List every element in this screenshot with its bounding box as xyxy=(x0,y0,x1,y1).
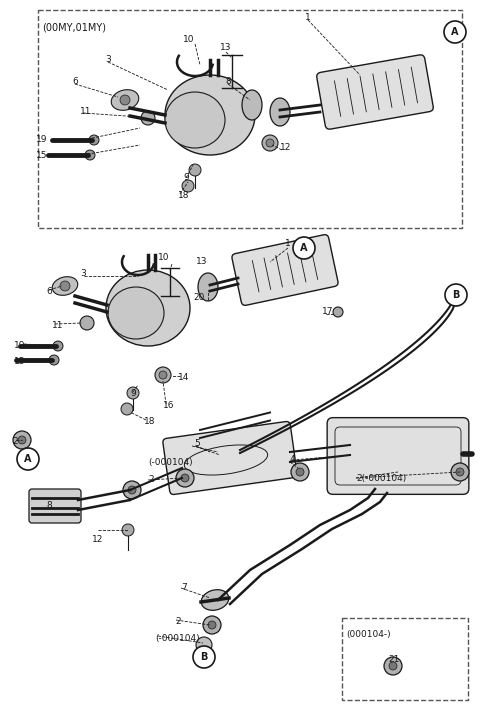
Text: 2: 2 xyxy=(12,438,18,447)
Ellipse shape xyxy=(165,75,255,155)
Circle shape xyxy=(203,616,221,634)
Ellipse shape xyxy=(165,92,225,148)
Text: (000104-): (000104-) xyxy=(346,630,391,639)
Text: 13: 13 xyxy=(196,257,207,267)
Text: (-000104): (-000104) xyxy=(148,457,192,467)
Text: 3: 3 xyxy=(105,56,111,64)
FancyBboxPatch shape xyxy=(163,421,297,494)
Circle shape xyxy=(196,637,212,653)
Text: B: B xyxy=(200,652,208,662)
Text: 3: 3 xyxy=(80,269,86,279)
Text: 15: 15 xyxy=(14,358,25,366)
Text: 9: 9 xyxy=(130,390,136,399)
Text: A: A xyxy=(24,454,32,464)
Circle shape xyxy=(293,237,315,259)
Text: 8: 8 xyxy=(225,78,231,86)
Text: 11: 11 xyxy=(80,107,92,117)
Circle shape xyxy=(60,281,70,291)
Ellipse shape xyxy=(108,287,164,339)
Text: 9: 9 xyxy=(183,173,189,182)
Text: 18: 18 xyxy=(178,192,190,201)
Text: 15: 15 xyxy=(36,151,48,160)
Circle shape xyxy=(128,486,136,494)
Ellipse shape xyxy=(270,98,290,126)
Circle shape xyxy=(193,646,215,668)
Circle shape xyxy=(49,355,59,365)
FancyBboxPatch shape xyxy=(232,235,338,305)
Circle shape xyxy=(296,468,304,476)
Circle shape xyxy=(444,21,466,43)
Text: 2: 2 xyxy=(148,476,154,484)
Ellipse shape xyxy=(201,590,229,610)
Circle shape xyxy=(291,463,309,481)
Text: 12: 12 xyxy=(280,144,291,153)
Circle shape xyxy=(451,463,469,481)
Circle shape xyxy=(17,448,39,470)
Ellipse shape xyxy=(106,270,190,346)
Text: 10: 10 xyxy=(183,35,194,45)
Ellipse shape xyxy=(111,90,139,110)
Circle shape xyxy=(18,436,26,444)
Text: 10: 10 xyxy=(158,254,169,262)
Text: 20: 20 xyxy=(193,293,204,303)
Text: (-000104): (-000104) xyxy=(155,633,200,643)
Circle shape xyxy=(122,524,134,536)
Text: 5: 5 xyxy=(194,440,200,448)
Text: 18: 18 xyxy=(144,418,156,426)
Text: 13: 13 xyxy=(220,44,231,52)
Circle shape xyxy=(445,284,467,306)
Text: 21: 21 xyxy=(388,655,399,665)
Text: 2: 2 xyxy=(175,617,180,626)
Circle shape xyxy=(389,662,397,670)
Text: 4: 4 xyxy=(290,455,296,464)
Text: (00MY,01MY): (00MY,01MY) xyxy=(42,22,106,32)
Circle shape xyxy=(121,403,133,415)
Ellipse shape xyxy=(242,90,262,120)
Text: 12: 12 xyxy=(92,535,103,544)
Text: 11: 11 xyxy=(52,322,63,330)
Text: 8: 8 xyxy=(46,501,52,510)
Text: 19: 19 xyxy=(14,341,25,351)
Ellipse shape xyxy=(52,276,78,296)
Text: 17: 17 xyxy=(322,308,334,317)
FancyBboxPatch shape xyxy=(317,55,433,129)
Circle shape xyxy=(53,341,63,351)
Text: A: A xyxy=(300,243,308,253)
Circle shape xyxy=(141,111,155,125)
Circle shape xyxy=(127,387,139,399)
Circle shape xyxy=(123,481,141,499)
Text: B: B xyxy=(452,290,460,300)
Text: 16: 16 xyxy=(163,402,175,411)
Text: 1: 1 xyxy=(305,13,311,23)
Text: 6: 6 xyxy=(46,288,52,296)
Text: 6: 6 xyxy=(72,78,78,86)
Circle shape xyxy=(384,657,402,675)
Text: A: A xyxy=(451,27,459,37)
Text: 1: 1 xyxy=(285,240,291,248)
Text: 2(-000104): 2(-000104) xyxy=(356,474,406,482)
Circle shape xyxy=(155,367,171,383)
Circle shape xyxy=(181,474,189,482)
Circle shape xyxy=(182,180,194,192)
Circle shape xyxy=(13,431,31,449)
Text: 7: 7 xyxy=(181,583,187,592)
Circle shape xyxy=(208,621,216,629)
Circle shape xyxy=(456,468,464,476)
Circle shape xyxy=(262,135,278,151)
Circle shape xyxy=(266,139,274,147)
Circle shape xyxy=(89,135,99,145)
Circle shape xyxy=(85,150,95,160)
Circle shape xyxy=(80,316,94,330)
Circle shape xyxy=(189,164,201,176)
Circle shape xyxy=(333,307,343,317)
Ellipse shape xyxy=(198,273,218,301)
Text: 19: 19 xyxy=(36,136,48,144)
Circle shape xyxy=(159,371,167,379)
Text: 14: 14 xyxy=(178,373,190,382)
FancyBboxPatch shape xyxy=(327,418,469,494)
FancyBboxPatch shape xyxy=(29,489,81,523)
Circle shape xyxy=(176,469,194,487)
Circle shape xyxy=(120,95,130,105)
